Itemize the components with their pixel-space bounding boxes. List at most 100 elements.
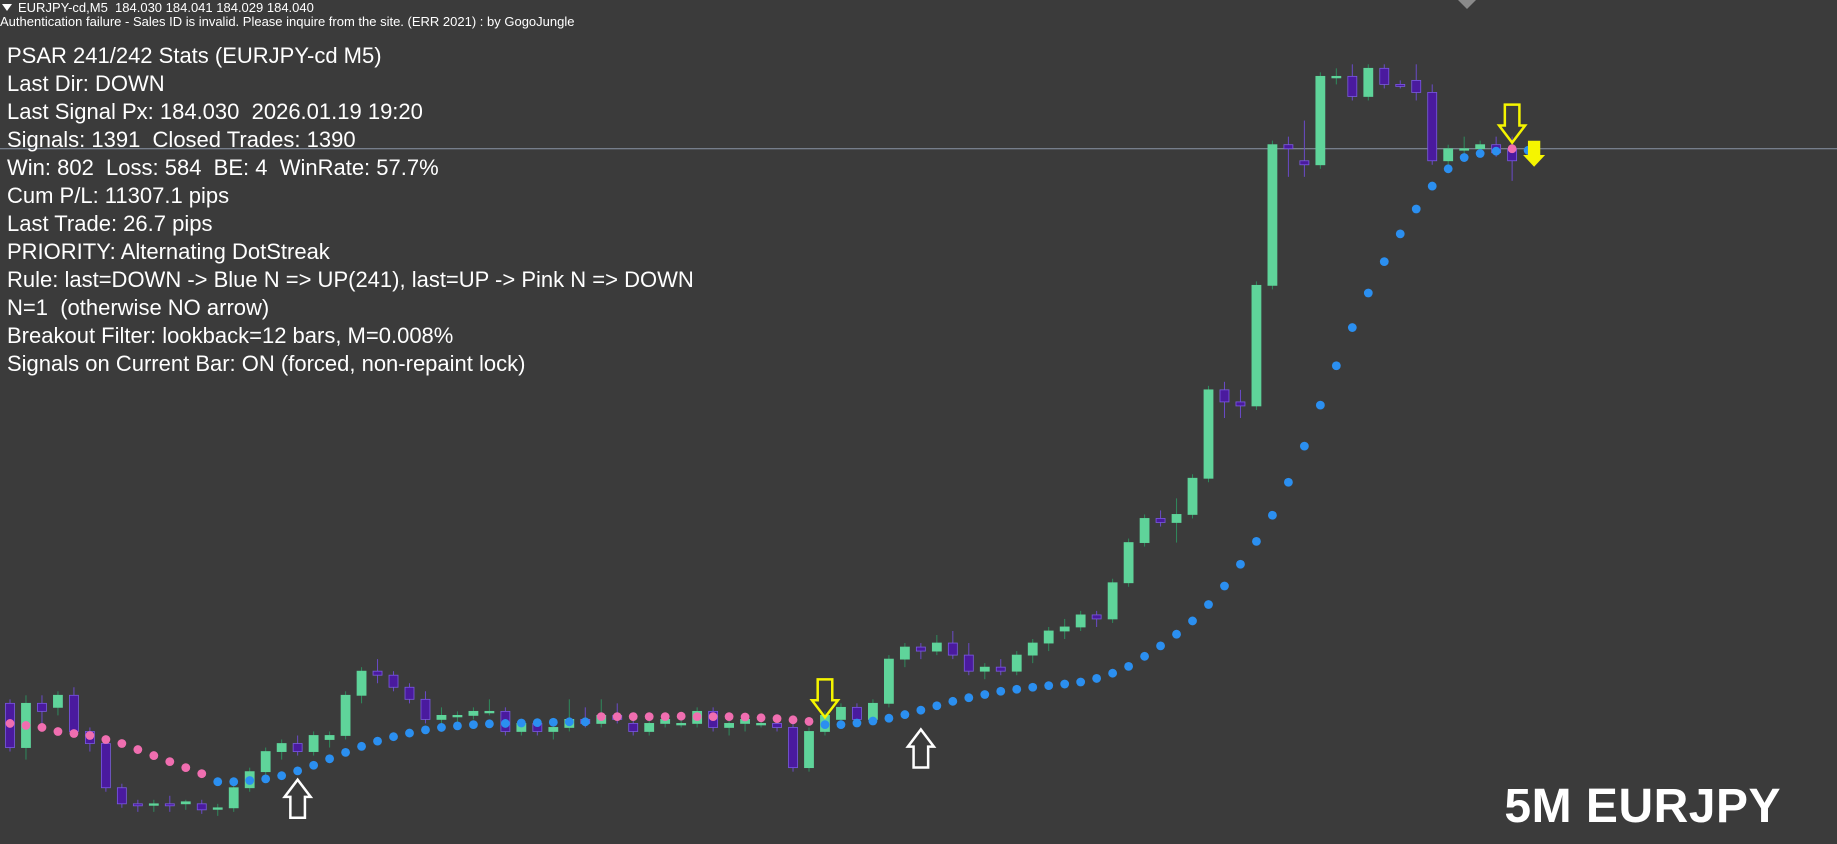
candle-body xyxy=(1011,654,1022,672)
psar-dot xyxy=(1172,629,1181,639)
candle xyxy=(564,699,575,732)
psar-dot xyxy=(948,696,958,706)
candle-body xyxy=(884,658,894,704)
candle-body xyxy=(1459,148,1470,151)
candle-body xyxy=(468,710,479,716)
psar-dot xyxy=(1411,204,1421,214)
candle xyxy=(884,655,894,708)
candle-body xyxy=(644,723,655,732)
candle-body xyxy=(1347,75,1358,97)
down-signal-arrow-icon xyxy=(1523,140,1546,167)
psar-dot xyxy=(245,776,255,785)
psar-dot xyxy=(261,774,271,784)
psar-dot xyxy=(341,747,350,757)
chart-quote-header: EURJPY-cd,M5 184.030 184.041 184.029 184… xyxy=(0,0,314,15)
psar-dot xyxy=(469,720,478,730)
candle-body xyxy=(53,694,63,708)
candle xyxy=(1011,651,1022,676)
candle-body xyxy=(756,723,766,726)
candle-body xyxy=(1123,542,1134,584)
psar-dot xyxy=(101,735,111,744)
candle xyxy=(915,643,926,660)
candle xyxy=(1027,639,1038,664)
candle-body xyxy=(724,723,734,728)
psar-dot xyxy=(1236,559,1245,569)
candle-body xyxy=(324,735,335,740)
candle-body xyxy=(1475,144,1486,150)
candle xyxy=(340,691,351,740)
psar-dot xyxy=(884,713,894,723)
psar-dot xyxy=(437,723,446,732)
psar-dot xyxy=(453,721,462,731)
candle xyxy=(372,659,383,684)
candle-body xyxy=(292,743,303,752)
candle-body xyxy=(772,723,782,728)
psar-dot xyxy=(1379,257,1389,267)
candle-body xyxy=(947,642,958,656)
candle-body xyxy=(308,735,319,752)
candle xyxy=(1171,498,1182,543)
candle xyxy=(164,795,175,812)
candle xyxy=(212,803,223,816)
candle xyxy=(1059,618,1070,640)
candle-body xyxy=(100,743,111,789)
psar-dot xyxy=(628,712,638,721)
candle-body xyxy=(420,698,431,720)
psar-dot xyxy=(181,763,191,773)
psar-dot xyxy=(133,745,143,754)
psar-dot xyxy=(1443,164,1453,174)
watermark-label: 5M EURJPY xyxy=(1504,780,1781,833)
psar-dot xyxy=(1252,536,1261,546)
psar-dot xyxy=(1395,229,1405,239)
psar-dot xyxy=(389,732,398,742)
psar-dot xyxy=(644,712,654,721)
candle xyxy=(931,635,942,656)
candle xyxy=(116,783,127,808)
candle-body xyxy=(1107,582,1118,620)
candle xyxy=(724,719,734,736)
psar-dot xyxy=(405,728,414,738)
candle xyxy=(420,691,431,724)
candle-body xyxy=(899,646,910,660)
candle-body xyxy=(788,727,798,769)
candle-body xyxy=(1299,160,1310,166)
psar-dot xyxy=(740,712,750,722)
candle xyxy=(324,731,335,748)
candle xyxy=(484,699,495,716)
psar-dot xyxy=(197,769,207,779)
candle-body xyxy=(452,714,463,718)
psar-dot xyxy=(516,718,526,728)
candle-body xyxy=(1139,518,1150,543)
psar-dot xyxy=(788,715,798,725)
psar-dot xyxy=(500,719,510,728)
candle-body xyxy=(804,731,814,769)
psar-dot xyxy=(1475,149,1485,158)
psar-dot xyxy=(149,751,159,760)
candle-body xyxy=(852,706,862,720)
psar-dot xyxy=(53,727,63,736)
candle xyxy=(436,707,447,724)
candle xyxy=(788,723,798,772)
candle xyxy=(676,719,687,728)
candle xyxy=(468,707,479,720)
psar-dot xyxy=(357,741,366,751)
candle xyxy=(1379,64,1390,89)
psar-dot xyxy=(1427,181,1437,191)
signal-arrows-layer xyxy=(282,103,1546,819)
chart-shift-marker-icon[interactable] xyxy=(1458,0,1476,9)
candle-body xyxy=(132,803,143,807)
psar-dot xyxy=(1204,600,1213,609)
collapse-triangle-icon[interactable] xyxy=(2,4,12,11)
candle xyxy=(1187,474,1198,519)
psar-dot xyxy=(532,718,542,728)
candle-body xyxy=(1059,626,1070,632)
stats-panel: PSAR 241/242 Stats (EURJPY-cd M5) Last D… xyxy=(7,42,694,378)
psar-dot xyxy=(900,710,910,719)
candle-body xyxy=(1043,630,1054,644)
candle-body xyxy=(1379,67,1390,85)
psar-dot xyxy=(772,714,782,724)
psar-dot xyxy=(916,705,926,715)
psar-dot xyxy=(277,771,287,781)
candle xyxy=(1251,281,1262,410)
